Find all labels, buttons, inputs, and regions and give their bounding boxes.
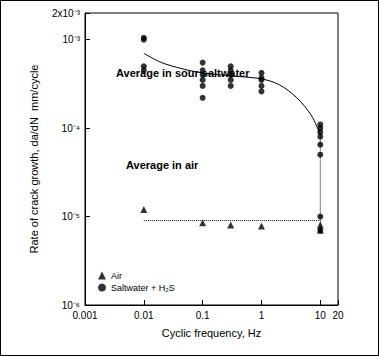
svg-text:Average in sour saltwater: Average in sour saltwater: [116, 67, 250, 79]
svg-text:Air: Air: [111, 271, 122, 281]
svg-text:0.001: 0.001: [72, 310, 97, 321]
svg-text:10: 10: [315, 310, 327, 321]
svg-text:10⁻⁵: 10⁻⁵: [62, 211, 80, 222]
svg-text:1: 1: [259, 310, 265, 321]
svg-text:2x10⁻³: 2x10⁻³: [52, 8, 81, 19]
svg-text:0.1: 0.1: [196, 310, 210, 321]
svg-text:20: 20: [332, 310, 344, 321]
svg-text:0.01: 0.01: [134, 310, 154, 321]
svg-text:10⁻⁶: 10⁻⁶: [61, 299, 80, 311]
svg-text:Cyclic frequency, Hz: Cyclic frequency, Hz: [162, 327, 261, 339]
svg-text:Rate of crack growth, da/dN m: Rate of crack growth, da/dN mm/cycle: [28, 65, 40, 254]
svg-text:10⁻³: 10⁻³: [63, 34, 81, 45]
svg-text:Average in air: Average in air: [126, 159, 199, 171]
svg-text:10⁻⁴: 10⁻⁴: [62, 123, 80, 134]
svg-text:Saltwater + H₂S: Saltwater + H₂S: [111, 283, 175, 293]
